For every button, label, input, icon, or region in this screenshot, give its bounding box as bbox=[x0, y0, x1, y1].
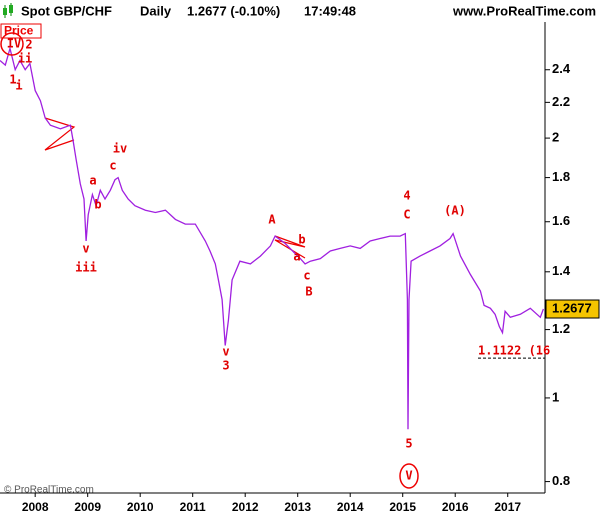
quote: 1.2677 (-0.10%) bbox=[187, 3, 280, 18]
wave-label: A bbox=[268, 213, 276, 227]
x-tick-label: 2013 bbox=[284, 500, 311, 514]
x-tick-label: 2010 bbox=[127, 500, 154, 514]
y-tick-label: 2.2 bbox=[552, 94, 570, 109]
panel-label: Price bbox=[4, 24, 34, 38]
last-price-label: 1.2677 bbox=[552, 300, 592, 315]
y-tick-label: 1 bbox=[552, 389, 559, 404]
wave-label: a bbox=[293, 250, 300, 264]
wave-label: iii bbox=[75, 261, 97, 275]
wave-label: iv bbox=[113, 142, 127, 156]
y-tick-label: 1.6 bbox=[552, 213, 570, 228]
wave-label: (A) bbox=[444, 204, 466, 218]
wave-label: 1 bbox=[9, 73, 16, 87]
support-label: 1.1122 (16 bbox=[478, 344, 550, 358]
x-tick-label: 2017 bbox=[494, 500, 521, 514]
wave-circle bbox=[399, 463, 419, 489]
wave-label: 3 bbox=[222, 359, 229, 373]
wave-label: B bbox=[305, 285, 312, 299]
header-icon bbox=[3, 3, 13, 18]
wave-label: i bbox=[15, 79, 22, 93]
wave-label: ii bbox=[18, 52, 32, 66]
time: 17:49:48 bbox=[304, 3, 356, 18]
x-tick-label: 2012 bbox=[232, 500, 259, 514]
x-tick-label: 2015 bbox=[389, 500, 416, 514]
price-line bbox=[0, 45, 545, 430]
wave-label: C bbox=[403, 208, 410, 222]
wave-label: v bbox=[222, 345, 229, 359]
x-tick-label: 2009 bbox=[74, 500, 101, 514]
wave-label: 4 bbox=[403, 189, 410, 203]
wave-label: c bbox=[109, 159, 116, 173]
y-tick-label: 1.8 bbox=[552, 169, 570, 184]
y-tick-label: 2.4 bbox=[552, 61, 571, 76]
y-tick-label: 0.8 bbox=[552, 473, 570, 488]
y-tick-label: 1.2 bbox=[552, 321, 570, 336]
x-tick-label: 2014 bbox=[337, 500, 364, 514]
wave-label: b bbox=[94, 198, 101, 212]
footer: © ProRealTime.com bbox=[4, 485, 94, 496]
wave-label: IV bbox=[7, 37, 21, 51]
x-tick-label: 2016 bbox=[442, 500, 469, 514]
wave-label: b bbox=[298, 233, 305, 247]
wave-circle bbox=[0, 32, 24, 56]
last-price-tag bbox=[545, 299, 600, 319]
y-tick-label: 1.4 bbox=[552, 263, 571, 278]
wave-label: v bbox=[82, 242, 89, 256]
period: Daily bbox=[140, 3, 172, 18]
y-tick-label: 2 bbox=[552, 130, 559, 145]
wave-label: a bbox=[89, 174, 96, 188]
wave-label: c bbox=[303, 269, 310, 283]
x-tick-label: 2011 bbox=[180, 500, 206, 514]
wave-label: V bbox=[405, 469, 412, 483]
wave-label: 5 bbox=[405, 437, 412, 451]
instrument: Spot GBP/CHF bbox=[21, 3, 112, 18]
x-tick-label: 2008 bbox=[22, 500, 49, 514]
site: www.ProRealTime.com bbox=[452, 3, 596, 18]
wave-label: 2 bbox=[25, 38, 32, 52]
